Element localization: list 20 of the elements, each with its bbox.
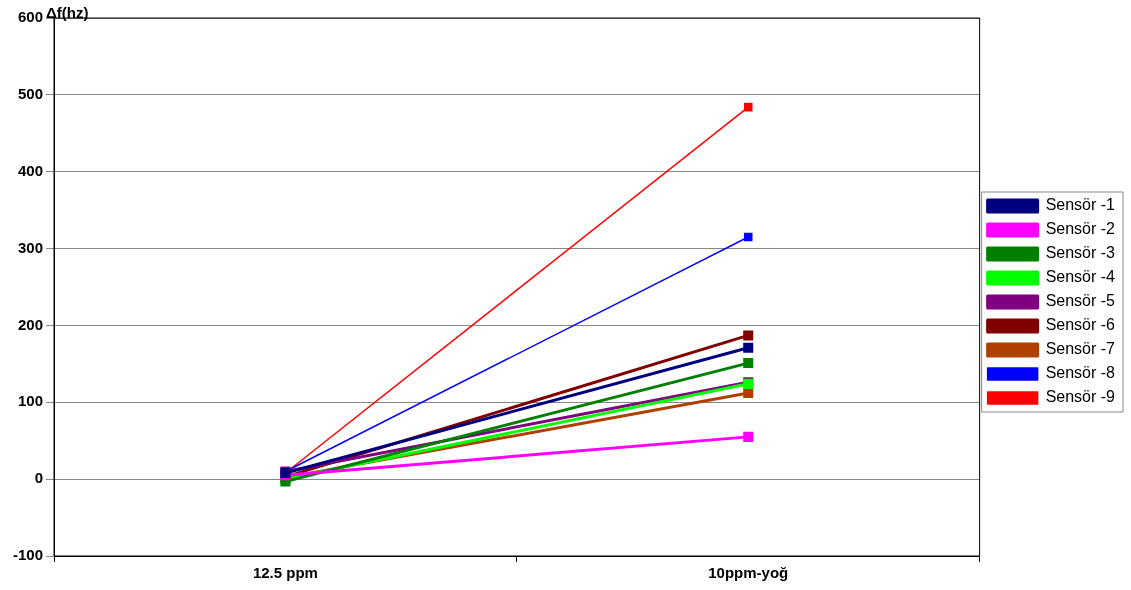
x-tick-label: 12.5 ppm [252,564,318,582]
y-tick-label: -100 [12,546,44,564]
y-tick-label: 100 [17,392,44,410]
y-tick-label: 300 [17,238,44,256]
y-tick-label: 600 [17,8,44,26]
y-axis-title: Δf(hz) [46,3,89,21]
legend-label: Sensör -9 [1045,388,1116,406]
legend-label: Sensör -5 [1045,292,1116,310]
y-tick-label: 500 [17,85,44,102]
legend-label: Sensör -4 [1045,268,1116,286]
legend-label: Sensör -3 [1045,244,1116,262]
y-tick-label: 0 [34,469,44,487]
legend-label: Sensör -7 [1045,340,1116,358]
y-tick-label: 200 [17,315,44,333]
legend-label: Sensör -2 [1045,220,1116,238]
legend-label: Sensör -1 [1045,196,1116,214]
y-tick-label: 400 [17,161,44,179]
legend-label: Sensör -6 [1045,316,1116,334]
x-tick-label: 10ppm-yoğ [708,564,789,582]
legend-label: Sensör -8 [1045,364,1116,382]
